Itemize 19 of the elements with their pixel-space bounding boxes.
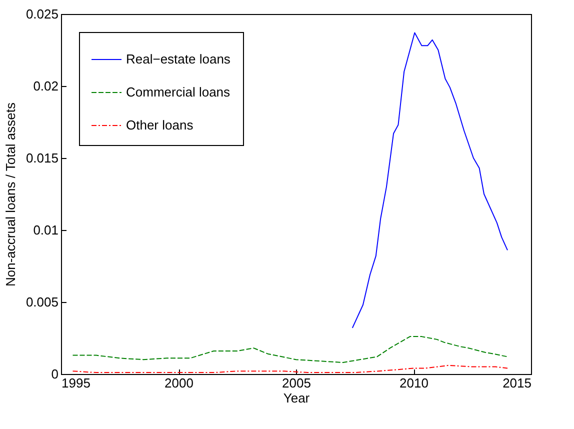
legend-label: Commercial loans: [126, 84, 231, 100]
x-tick-label: 2010: [400, 376, 428, 390]
x-tick-label: 2005: [282, 376, 311, 390]
y-axis-title: Non-accrual loans / Total assets: [2, 102, 18, 287]
line-series: [352, 32, 508, 328]
x-tick-label: 2000: [164, 376, 194, 390]
y-tick-label: 0.005: [26, 294, 58, 310]
y-tick-label: 0: [51, 366, 58, 382]
y-tick-label: 0.01: [33, 222, 58, 238]
line-series: [72, 364, 508, 374]
x-axis-title: Year: [283, 390, 310, 406]
y-tick-label: 0.015: [26, 150, 58, 166]
line-series: [72, 336, 508, 363]
x-tick-label: 2015: [502, 376, 532, 390]
x-tick-label: 1995: [62, 376, 90, 390]
y-tick-label: 0.02: [33, 78, 58, 94]
legend-label: Other loans: [126, 118, 194, 132]
y-tick-label: 0.025: [26, 6, 58, 22]
legend-label: Real−estate loans: [126, 52, 231, 66]
